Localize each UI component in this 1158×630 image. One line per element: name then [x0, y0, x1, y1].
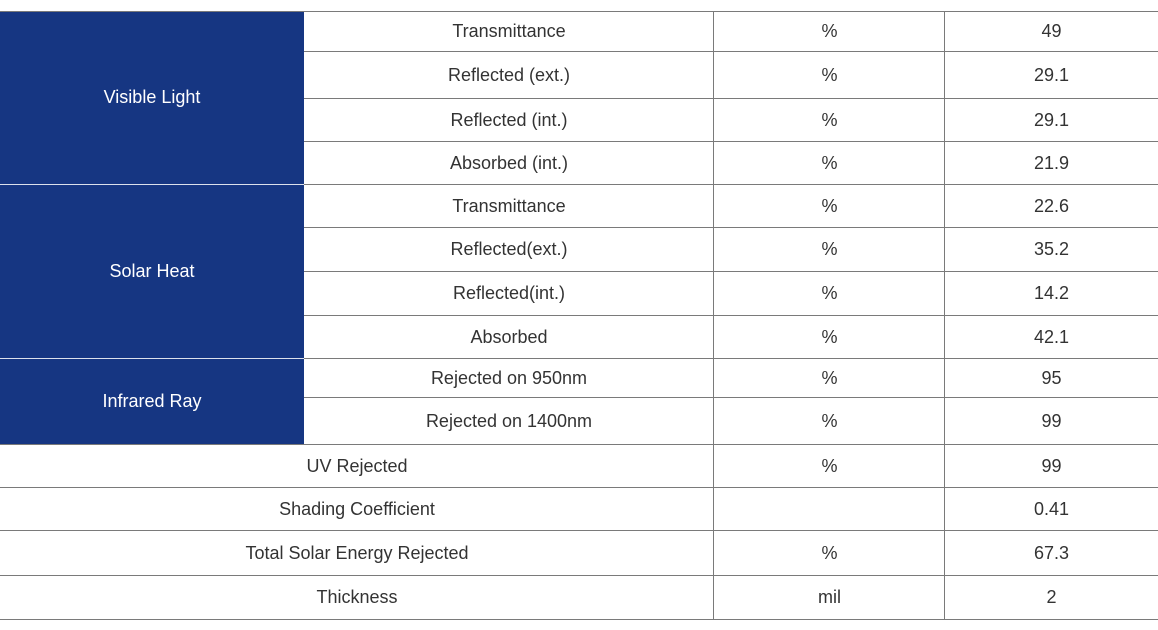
category-solar-heat: Solar Heat [0, 184, 304, 358]
value-cell: 99 [945, 445, 1158, 487]
value-cell: 29.1 [945, 52, 1158, 98]
property-cell: Transmittance [304, 11, 714, 51]
value-cell: 29.1 [945, 99, 1158, 141]
property-cell-wide: Shading Coefficient [0, 488, 714, 530]
property-cell: Absorbed [304, 316, 714, 358]
unit-cell: % [714, 445, 945, 487]
value-cell: 35.2 [945, 228, 1158, 271]
row-divider [304, 141, 1158, 142]
category-infrared-ray: Infrared Ray [0, 358, 304, 444]
table-bottom-border [0, 619, 1158, 620]
property-cell: Absorbed (int.) [304, 142, 714, 184]
property-cell: Rejected on 1400nm [304, 398, 714, 444]
unit-cell: % [714, 142, 945, 184]
unit-cell: mil [714, 576, 945, 619]
value-cell: 22.6 [945, 185, 1158, 227]
value-cell: 67.3 [945, 531, 1158, 575]
property-cell: Reflected (int.) [304, 99, 714, 141]
property-cell: Reflected(int.) [304, 272, 714, 315]
value-cell: 49 [945, 11, 1158, 51]
value-cell: 2 [945, 576, 1158, 619]
unit-cell: % [714, 359, 945, 397]
property-cell-wide: Total Solar Energy Rejected [0, 531, 714, 575]
row-divider [0, 487, 1158, 488]
value-cell: 14.2 [945, 272, 1158, 315]
table-top-border [0, 11, 1158, 12]
unit-cell: % [714, 316, 945, 358]
row-divider [304, 397, 1158, 398]
row-divider [304, 358, 1158, 359]
row-divider [304, 315, 1158, 316]
value-cell: 21.9 [945, 142, 1158, 184]
category-divider [0, 358, 304, 359]
unit-cell: % [714, 398, 945, 444]
unit-cell: % [714, 52, 945, 98]
unit-cell: % [714, 11, 945, 51]
property-cell: Transmittance [304, 185, 714, 227]
property-cell-wide: Thickness [0, 576, 714, 619]
property-cell-wide: UV Rejected [0, 445, 714, 487]
row-divider [304, 51, 1158, 52]
unit-cell: % [714, 185, 945, 227]
property-cell: Reflected (ext.) [304, 52, 714, 98]
category-visible-light: Visible Light [0, 11, 304, 184]
value-cell: 95 [945, 359, 1158, 397]
property-cell: Rejected on 950nm [304, 359, 714, 397]
property-cell: Reflected(ext.) [304, 228, 714, 271]
unit-cell [714, 488, 945, 530]
unit-cell: % [714, 531, 945, 575]
value-cell: 99 [945, 398, 1158, 444]
row-divider [0, 530, 1158, 531]
category-divider [0, 184, 304, 185]
value-cell: 0.41 [945, 488, 1158, 530]
row-divider [304, 271, 1158, 272]
row-divider [304, 227, 1158, 228]
value-cell: 42.1 [945, 316, 1158, 358]
column-divider [713, 11, 714, 620]
row-divider [304, 98, 1158, 99]
row-divider [304, 184, 1158, 185]
column-divider [944, 11, 945, 620]
unit-cell: % [714, 272, 945, 315]
unit-cell: % [714, 99, 945, 141]
row-divider [0, 444, 1158, 445]
row-divider [0, 575, 1158, 576]
unit-cell: % [714, 228, 945, 271]
